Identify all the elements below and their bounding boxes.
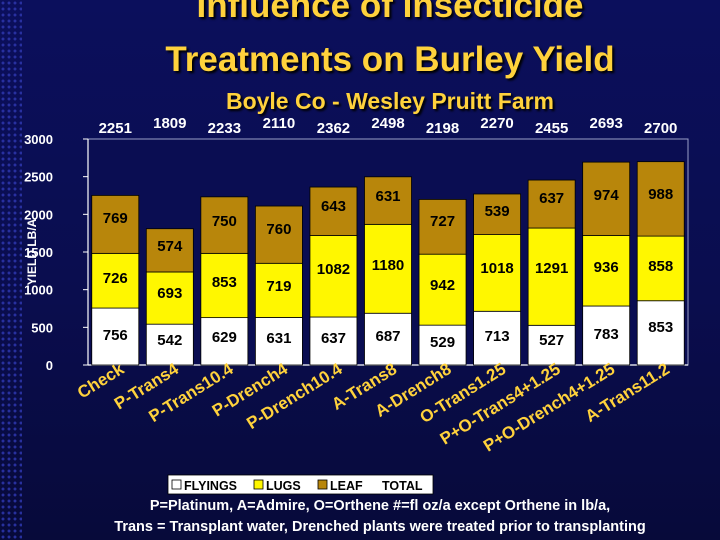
- dotted-border-decoration: [0, 0, 22, 540]
- data-label-leaf: 974: [594, 187, 620, 204]
- bar-lugs: [255, 262, 303, 318]
- data-label-leaf: 637: [539, 190, 564, 207]
- data-label-lugs: 942: [430, 277, 455, 294]
- y-tick-label: 3000: [24, 132, 53, 147]
- bar-lugs: [527, 227, 576, 326]
- bar-flyings: [473, 310, 521, 366]
- data-label-lugs: 726: [103, 270, 128, 287]
- bar-leaf: [418, 199, 467, 255]
- legend-swatch-leaf: [317, 479, 328, 490]
- total-label: 2693: [589, 115, 622, 132]
- y-tick-label: 2500: [24, 170, 53, 185]
- legend-box: [167, 474, 434, 495]
- data-label-leaf: 760: [266, 221, 291, 238]
- data-label-lugs: 719: [266, 278, 291, 295]
- data-label-lugs: 858: [648, 258, 673, 275]
- data-label-flyings: 783: [594, 326, 619, 343]
- bar-leaf: [636, 161, 685, 237]
- data-label-lugs: 1018: [480, 260, 513, 277]
- bar-lugs: [582, 235, 631, 307]
- y-tick-label: 1500: [24, 245, 53, 260]
- chart-subtitle: Boyle Co - Wesley Pruitt Farm: [225, 88, 555, 114]
- data-label-leaf: 631: [375, 188, 400, 205]
- data-label-lugs: 693: [157, 285, 182, 302]
- bar-flyings: [364, 312, 412, 366]
- bar-leaf: [200, 196, 249, 254]
- legend-swatch-flyings: [171, 479, 182, 490]
- chart-title-line2: Treatments on Burley Yield: [165, 40, 615, 79]
- data-label-flyings: 542: [157, 332, 182, 349]
- y-tick-label: 1000: [24, 283, 53, 298]
- bar-leaf: [309, 186, 358, 236]
- y-tick-label: 0: [46, 358, 53, 373]
- data-label-flyings: 527: [539, 332, 564, 349]
- legend-swatch-lugs: [253, 479, 264, 490]
- total-label: 2362: [317, 120, 350, 137]
- data-label-lugs: 1082: [317, 261, 350, 278]
- data-label-flyings: 637: [321, 330, 346, 347]
- total-label: 2198: [426, 120, 459, 137]
- total-label: 2270: [480, 115, 513, 132]
- data-label-lugs: 853: [212, 274, 237, 291]
- total-label: 2700: [644, 120, 677, 137]
- footnote-line1: P=Platinum, A=Admire, O=Orthene #=fl oz/…: [149, 498, 611, 514]
- bar-leaf: [364, 176, 412, 225]
- bar-leaf: [91, 195, 140, 254]
- data-label-flyings: 529: [430, 334, 455, 351]
- y-tick-label: 2000: [24, 207, 53, 222]
- data-label-flyings: 756: [103, 327, 128, 344]
- data-label-leaf: 539: [485, 203, 510, 220]
- data-label-leaf: 643: [321, 198, 346, 215]
- total-label: 2498: [371, 115, 404, 132]
- legend-label-flyings: FLYINGS: [184, 479, 237, 493]
- bar-lugs: [473, 234, 521, 312]
- bar-lugs: [91, 252, 140, 309]
- total-label: 2251: [99, 120, 132, 137]
- data-label-leaf: 574: [157, 238, 183, 255]
- bar-flyings: [636, 300, 685, 366]
- bar-lugs: [200, 252, 249, 319]
- data-label-flyings: 713: [485, 328, 510, 345]
- bar-flyings: [582, 305, 631, 366]
- y-axis-label: YIELD LB/A: [25, 218, 39, 285]
- total-label: 2455: [535, 120, 568, 137]
- chart-title-line1: Influence of Insecticide: [196, 0, 584, 25]
- legend-label-leaf: LEAF: [330, 479, 363, 493]
- bar-flyings: [145, 323, 194, 366]
- data-label-flyings: 853: [648, 319, 673, 336]
- data-label-leaf: 769: [103, 210, 128, 227]
- data-label-lugs: 936: [594, 259, 619, 276]
- data-label-leaf: 750: [212, 213, 237, 230]
- bar-lugs: [364, 223, 412, 314]
- bar-lugs: [636, 235, 685, 302]
- legend-label-lugs: LUGS: [266, 479, 301, 493]
- bar-leaf: [582, 161, 631, 236]
- data-label-leaf: 988: [648, 186, 673, 203]
- bar-leaf: [145, 228, 194, 273]
- bar-leaf: [527, 179, 576, 229]
- data-label-flyings: 631: [266, 330, 291, 347]
- data-label-leaf: 727: [430, 213, 455, 230]
- data-label-flyings: 629: [212, 329, 237, 346]
- footnote-line2: Trans = Transplant water, Drenched plant…: [114, 519, 646, 535]
- total-label: 1809: [153, 115, 186, 132]
- total-label: 2233: [208, 120, 241, 137]
- data-label-lugs: 1291: [535, 260, 568, 277]
- bar-flyings: [91, 307, 140, 366]
- bar-lugs: [418, 253, 467, 326]
- bar-flyings: [255, 317, 303, 366]
- data-label-flyings: 687: [375, 328, 400, 345]
- bar-leaf: [473, 193, 521, 235]
- bar-leaf: [255, 205, 303, 264]
- data-label-lugs: 1180: [372, 257, 405, 274]
- legend-label-total: TOTAL: [382, 479, 423, 493]
- bar-flyings: [309, 316, 358, 366]
- bar-flyings: [418, 324, 467, 366]
- total-label: 2110: [263, 115, 296, 132]
- y-tick-label: 500: [31, 320, 53, 335]
- bar-lugs: [145, 271, 194, 325]
- bar-lugs: [309, 235, 358, 318]
